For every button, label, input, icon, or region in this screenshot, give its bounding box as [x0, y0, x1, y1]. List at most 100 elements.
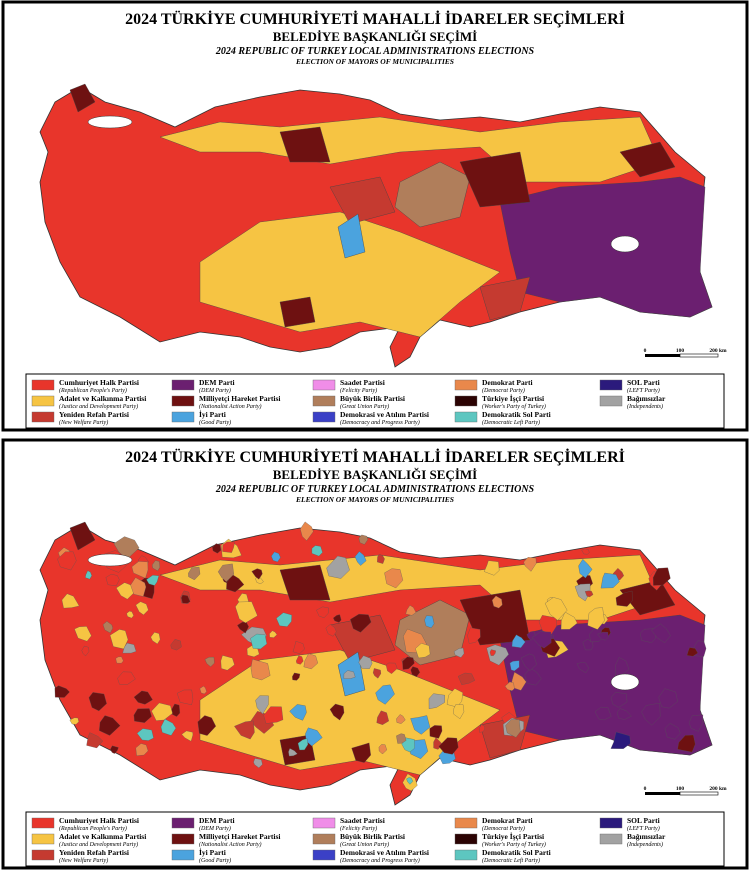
region: [69, 521, 96, 551]
district: [234, 720, 255, 740]
legend-name: Demokrasi ve Atılım Partisi: [340, 410, 429, 419]
legend-name: Saadet Partisi: [340, 378, 385, 387]
title: 2024 TÜRKİYE CUMHURİYETİ MAHALLİ İDARELE…: [125, 9, 625, 28]
district: [376, 710, 389, 725]
legend-name: Cumhuriyet Halk Partisi: [59, 378, 139, 387]
district: [292, 641, 305, 654]
district: [131, 561, 149, 579]
scale-label: 100: [676, 348, 685, 354]
legend-note: (Great Union Party): [340, 841, 389, 848]
district: [176, 689, 194, 705]
district: [160, 718, 177, 736]
region: [619, 579, 676, 616]
district: [453, 647, 465, 658]
district: [372, 668, 382, 679]
district: [133, 708, 152, 723]
legend-note: (Good Party): [199, 857, 231, 864]
district: [610, 692, 628, 708]
district: [296, 655, 304, 665]
legend-name: Adalet ve Kalkınma Partisi: [59, 394, 146, 403]
district: [520, 653, 537, 671]
district: [641, 702, 661, 726]
legend-name: Demokratik Sol Parti: [482, 410, 551, 419]
district: [677, 734, 696, 753]
legend-note: (Democracy and Progress Party): [340, 857, 420, 864]
district: [652, 567, 671, 586]
district: [69, 717, 79, 725]
legend-note: (Justice and Development Party): [59, 403, 138, 410]
subtitle: BELEDİYE BAŞKANLIĞI SEÇİMİ: [273, 29, 477, 44]
district: [415, 643, 431, 659]
legend-name: Saadet Partisi: [340, 816, 385, 825]
region: [69, 83, 96, 113]
district: [255, 695, 269, 715]
district: [251, 568, 263, 580]
district: [406, 777, 414, 785]
district: [581, 548, 590, 555]
district: [311, 545, 323, 557]
district: [325, 624, 337, 637]
legend-note: (Nationalist Action Party): [199, 403, 262, 410]
district: [505, 719, 521, 738]
legend-note: (Justice and Development Party): [59, 841, 138, 848]
legend-name: SOL Parti: [627, 816, 660, 825]
district: [136, 728, 154, 741]
district: [396, 714, 406, 724]
district: [250, 633, 268, 650]
subtitle-en: ELECTION OF MAYORS OF MUNICIPALITIES: [295, 57, 454, 66]
district: [250, 658, 271, 681]
district: [484, 560, 500, 576]
district: [288, 748, 298, 757]
scale-label: 200 km: [709, 786, 727, 792]
lake: [610, 673, 640, 691]
district: [616, 708, 632, 720]
district: [576, 661, 589, 673]
legend-note: (New Welfare Party): [59, 419, 108, 426]
panel: 2024 TÜRKİYE CUMHURİYETİ MAHALLİ İDARELE…: [1, 438, 749, 870]
district: [428, 693, 445, 709]
district: [615, 590, 633, 607]
district: [217, 563, 234, 582]
legend-note: (Republican People's Party): [59, 825, 127, 832]
legend-name: Türkiye İşçi Partisi: [482, 831, 544, 841]
district: [85, 570, 92, 580]
legend-swatch: [599, 817, 623, 829]
district: [292, 672, 301, 681]
district: [664, 723, 681, 740]
legend-swatch: [454, 411, 478, 423]
legend-name: Büyük Birlik Partisi: [340, 394, 405, 403]
legend-note: (LEFT Party): [627, 825, 660, 832]
legend-swatch: [171, 833, 195, 845]
legend-name: Milliyetçi Hareket Partisi: [199, 832, 281, 841]
legend-swatch: [312, 817, 336, 829]
legend-swatch: [599, 395, 623, 407]
sea: [87, 115, 133, 129]
district: [54, 685, 70, 698]
legend-note: (LEFT Party): [627, 387, 660, 394]
district: [658, 688, 678, 709]
district: [405, 605, 417, 616]
legend-note: (DEM Party): [199, 825, 231, 832]
legend-note: (Felicity Party): [340, 387, 377, 394]
map: [39, 83, 713, 368]
district: [402, 656, 415, 670]
district: [424, 615, 435, 629]
district: [135, 601, 149, 616]
legend-note: (Democratic Left Party): [482, 419, 540, 426]
legend-swatch: [31, 849, 55, 861]
legend-note: (Democrat Party): [482, 387, 525, 394]
region: [279, 126, 331, 163]
legend-note: (Republican People's Party): [59, 387, 127, 394]
district: [457, 672, 475, 685]
district: [181, 730, 194, 742]
district: [453, 704, 465, 719]
district: [102, 621, 113, 634]
district: [578, 559, 593, 579]
district: [574, 583, 591, 602]
district: [305, 727, 323, 747]
district: [150, 632, 161, 645]
scale-bar: [645, 354, 680, 357]
legend-swatch: [312, 379, 336, 391]
legend-swatch: [454, 379, 478, 391]
